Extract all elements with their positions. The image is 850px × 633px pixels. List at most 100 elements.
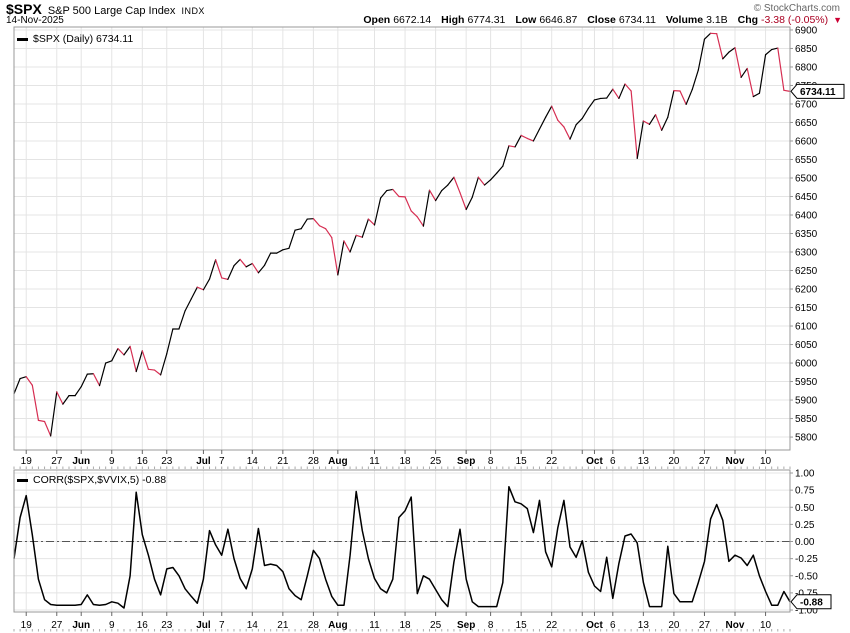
price-panel-legend: $SPX (Daily) 6734.11 [17, 33, 133, 45]
svg-text:28: 28 [308, 620, 320, 631]
svg-text:6: 6 [610, 620, 616, 631]
svg-text:22: 22 [546, 620, 558, 631]
svg-text:5950: 5950 [795, 377, 818, 388]
close-value: 6734.11 [618, 14, 656, 26]
svg-text:6650: 6650 [795, 118, 818, 129]
svg-text:19: 19 [21, 456, 33, 467]
svg-text:6500: 6500 [795, 173, 818, 184]
daily-tick-marks [13, 466, 791, 632]
svg-text:Jul: Jul [196, 620, 211, 631]
week-tick-marks [25, 450, 767, 616]
svg-text:15: 15 [516, 620, 528, 631]
svg-text:7: 7 [219, 456, 225, 467]
legend-line-swatch [17, 37, 28, 41]
correlation-panel-legend: CORR($SPX,$VVIX,5) -0.88 [17, 474, 166, 486]
volume-label: Volume [665, 14, 704, 26]
svg-text:6850: 6850 [795, 44, 818, 55]
svg-text:6900: 6900 [795, 25, 818, 36]
svg-text:Nov: Nov [726, 456, 745, 467]
svg-text:6250: 6250 [795, 266, 818, 277]
svg-text:0.75: 0.75 [795, 486, 815, 497]
price-last-value-callout: 6734.11 [790, 83, 845, 99]
change-label: Chg [737, 14, 759, 26]
svg-text:27: 27 [699, 456, 711, 467]
svg-text:-0.50: -0.50 [795, 571, 818, 582]
svg-text:0.50: 0.50 [795, 503, 815, 514]
svg-text:Jun: Jun [72, 456, 90, 467]
svg-text:25: 25 [430, 456, 442, 467]
low-value: 6646.87 [539, 14, 578, 26]
svg-text:6350: 6350 [795, 229, 818, 240]
correlation-panel: 1.00 0.75 0.50 0.25 0.00 -0.25 -0.50 -0.75 -1.00 [13, 469, 818, 617]
svg-text:27: 27 [51, 456, 63, 467]
svg-text:Aug: Aug [328, 620, 347, 631]
svg-text:Oct: Oct [586, 456, 603, 467]
svg-text:6734.11: 6734.11 [800, 87, 836, 98]
svg-text:8: 8 [488, 456, 494, 467]
svg-text:6400: 6400 [795, 211, 818, 222]
svg-text:18: 18 [399, 456, 411, 467]
svg-text:-0.88: -0.88 [800, 597, 823, 608]
svg-text:13: 13 [638, 456, 650, 467]
svg-text:Sep: Sep [457, 620, 475, 631]
svg-text:Oct: Oct [586, 620, 603, 631]
exchange-label: INDX [181, 6, 205, 16]
svg-text:28: 28 [308, 456, 320, 467]
correlation-last-value-callout: -0.88 [790, 594, 832, 610]
close-label: Close [587, 14, 616, 26]
svg-text:6050: 6050 [795, 340, 818, 351]
correlation-legend-text: CORR($SPX,$VVIX,5) -0.88 [33, 474, 167, 486]
svg-text:27: 27 [699, 620, 711, 631]
svg-text:5900: 5900 [795, 396, 818, 407]
svg-text:20: 20 [668, 620, 680, 631]
change-down-triangle-icon: ▼ [833, 15, 842, 25]
svg-text:Jun: Jun [72, 620, 90, 631]
x-axis-labels-bottom: 19 27 Jun 9 16 23 Jul 7 14 21 28 Aug 11 18 25 Sep 8 15 22 O… [21, 620, 772, 631]
symbol-label: $SPX [6, 1, 42, 17]
svg-text:6: 6 [610, 456, 616, 467]
svg-text:5800: 5800 [795, 433, 818, 444]
price-line [13, 32, 791, 437]
svg-text:15: 15 [516, 456, 528, 467]
svg-text:Sep: Sep [457, 456, 475, 467]
svg-text:18: 18 [399, 620, 411, 631]
svg-text:6800: 6800 [795, 62, 818, 73]
chart-header: $SPX S&P 500 Large Cap Index INDX [6, 1, 205, 17]
svg-text:23: 23 [161, 620, 173, 631]
svg-text:6450: 6450 [795, 192, 818, 203]
svg-text:16: 16 [137, 456, 149, 467]
chart-date: 14-Nov-2025 [6, 15, 64, 26]
high-label: High [441, 14, 465, 26]
svg-text:7: 7 [219, 620, 225, 631]
svg-text:10: 10 [760, 456, 772, 467]
svg-text:23: 23 [161, 456, 173, 467]
correlation-line [13, 485, 791, 609]
open-label: Open [363, 14, 391, 26]
svg-text:-0.75: -0.75 [795, 588, 818, 599]
svg-text:6150: 6150 [795, 303, 818, 314]
svg-text:Nov: Nov [726, 620, 745, 631]
svg-text:-0.25: -0.25 [795, 554, 818, 565]
svg-text:6000: 6000 [795, 359, 818, 370]
svg-text:9: 9 [109, 620, 115, 631]
svg-text:16: 16 [137, 620, 149, 631]
high-value: 6774.31 [467, 14, 506, 26]
svg-text:6700: 6700 [795, 99, 818, 110]
svg-text:11: 11 [369, 456, 380, 467]
x-axis-labels-middle: 19 27 Jun 9 16 23 Jul 7 14 21 28 Aug 11 18 25 Sep 8 15 22 O… [21, 456, 772, 467]
svg-text:6200: 6200 [795, 285, 818, 296]
copyright-label: © StockCharts.com [753, 3, 840, 14]
svg-text:9: 9 [109, 456, 115, 467]
svg-text:8: 8 [488, 620, 494, 631]
open-value: 6672.14 [393, 14, 432, 26]
svg-text:Aug: Aug [328, 456, 347, 467]
svg-text:25: 25 [430, 620, 442, 631]
svg-text:14: 14 [247, 456, 259, 467]
svg-text:27: 27 [51, 620, 63, 631]
svg-text:11: 11 [369, 620, 380, 631]
volume-value: 3.1B [706, 14, 728, 26]
svg-text:5850: 5850 [795, 414, 818, 425]
svg-text:10: 10 [760, 620, 772, 631]
